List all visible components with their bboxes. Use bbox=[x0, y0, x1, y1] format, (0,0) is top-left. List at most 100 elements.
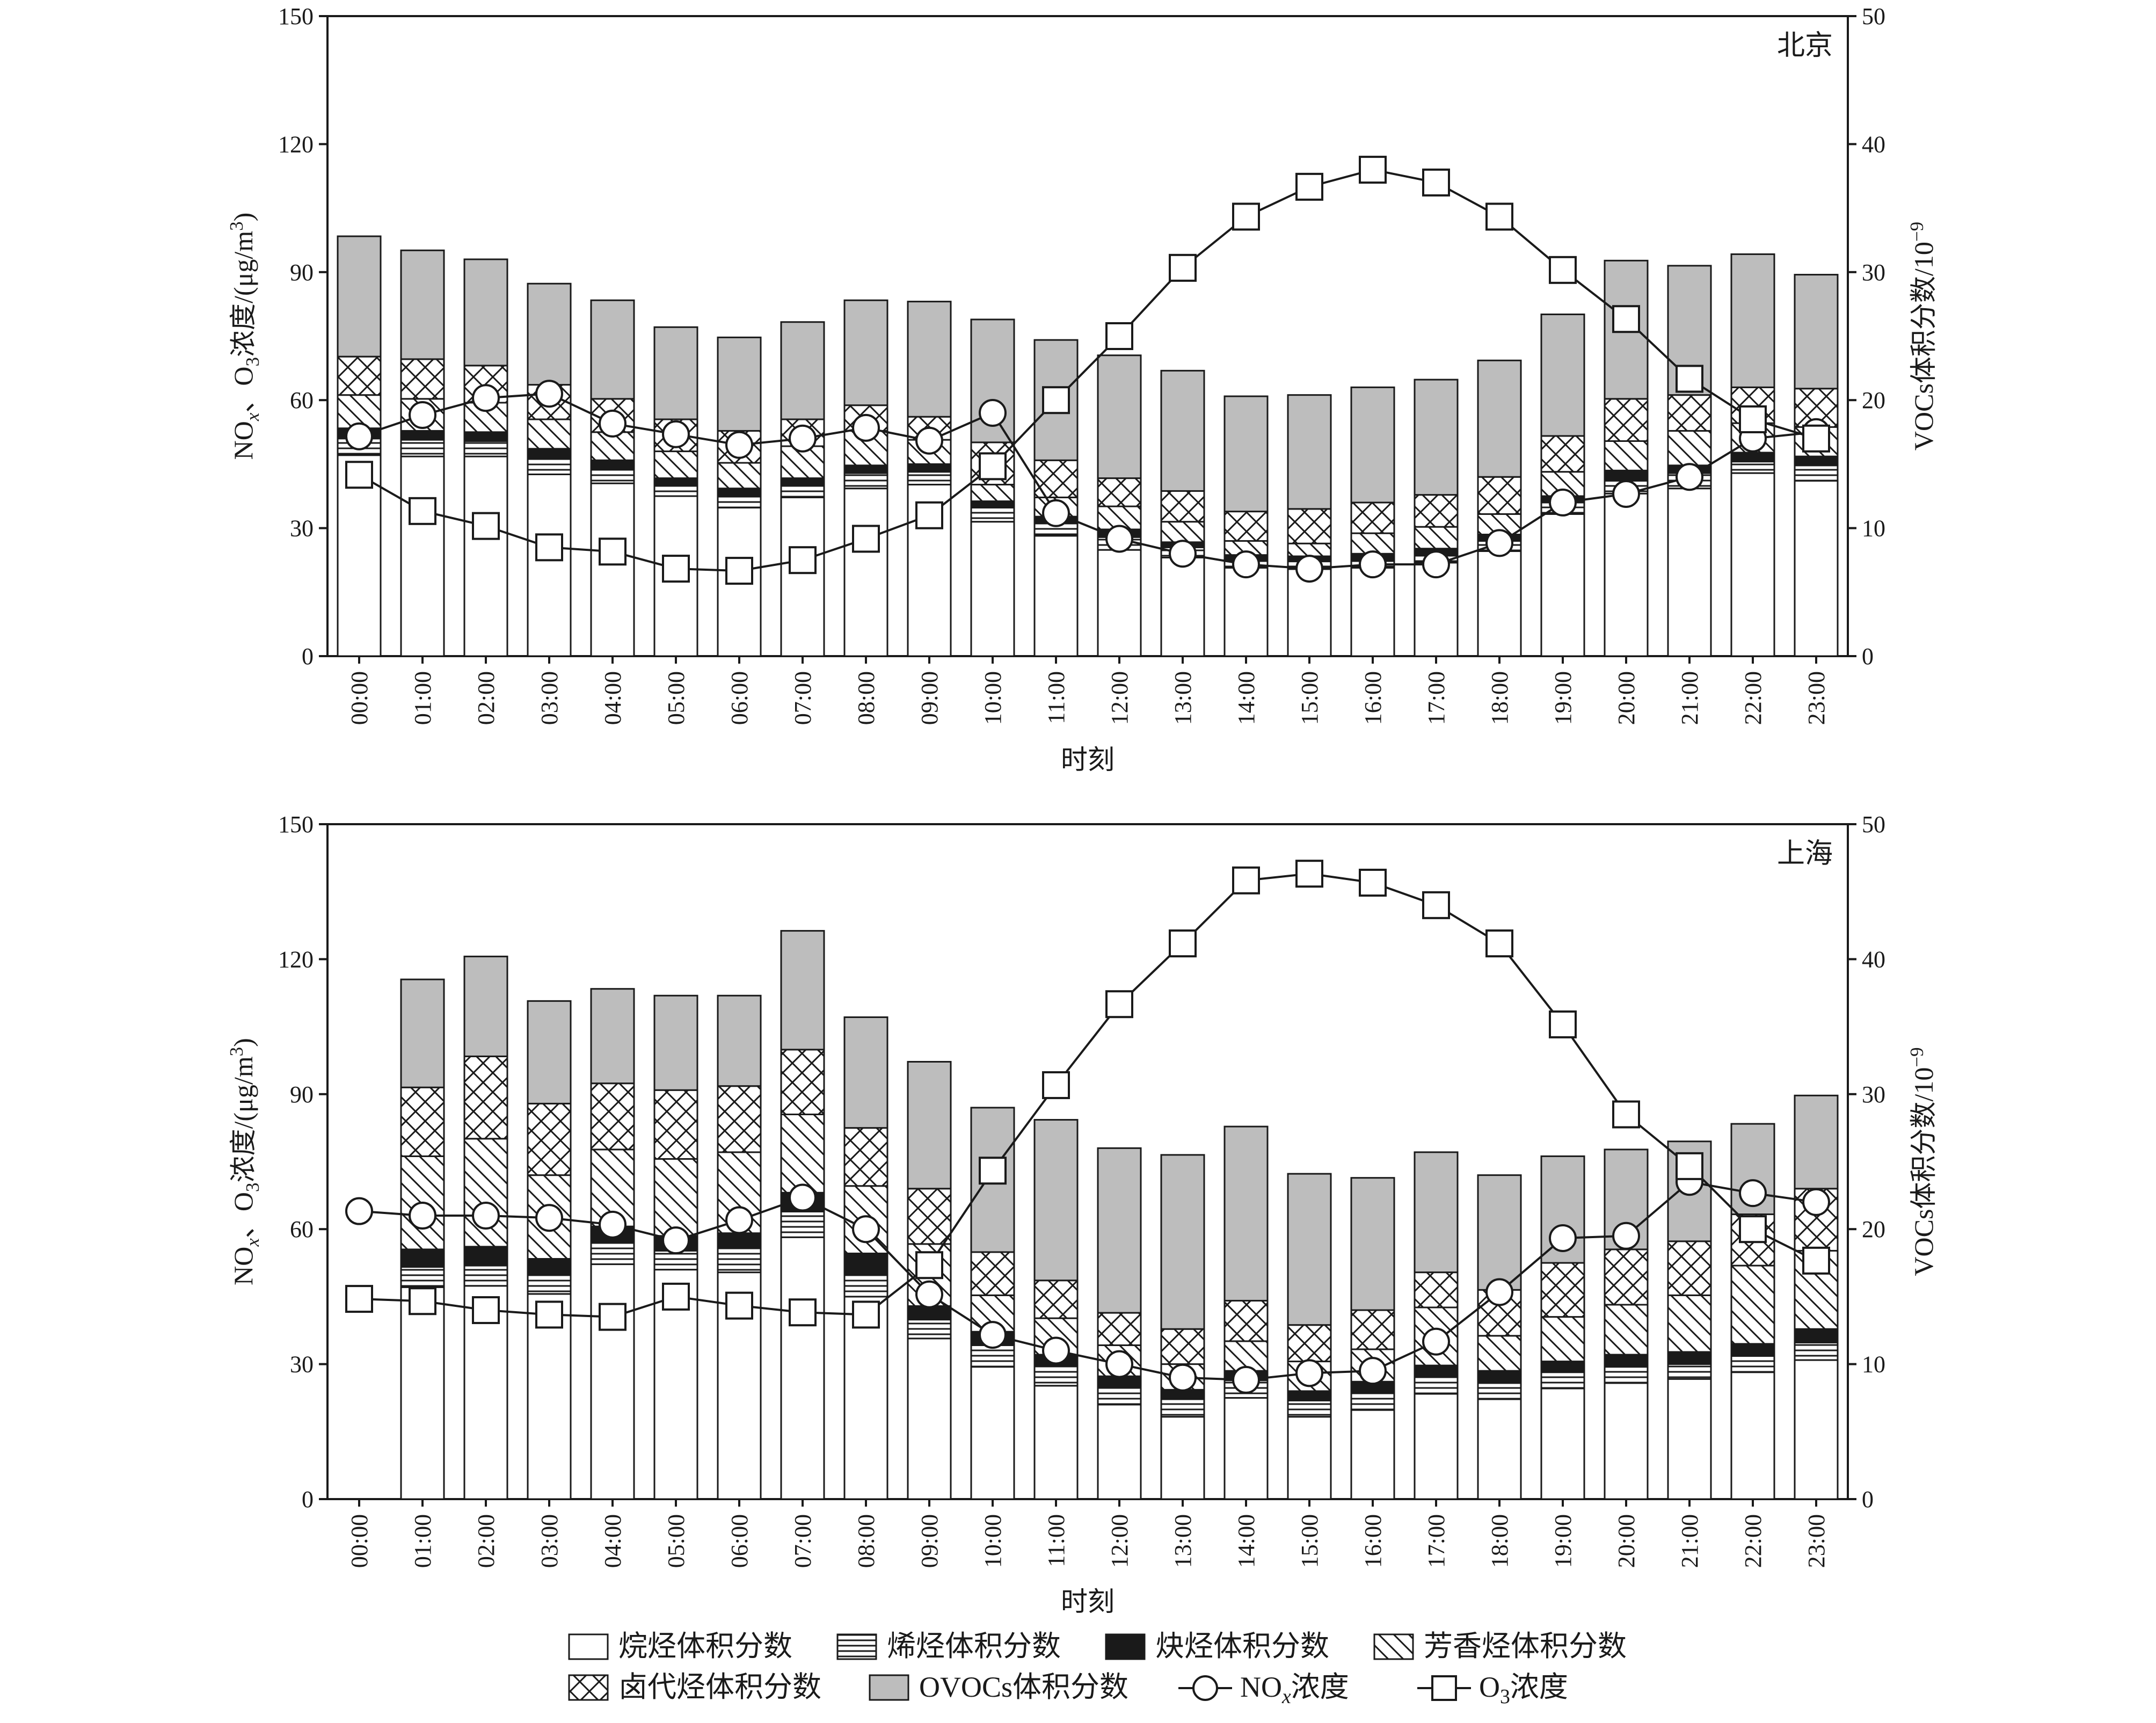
x-tick-label: 18:00 bbox=[1487, 671, 1513, 725]
line-o3 bbox=[359, 169, 1817, 572]
point-o3 bbox=[1042, 386, 1070, 415]
legend-label-aromatic: 芳香烃体积分数 bbox=[1424, 1630, 1627, 1662]
point-nox bbox=[1612, 1222, 1640, 1250]
bar-segment-alkene bbox=[1477, 1382, 1522, 1400]
x-tick-label: 17:00 bbox=[1423, 671, 1450, 725]
bar-segment-alkane bbox=[1287, 568, 1332, 657]
bar-segment-alkene bbox=[1097, 1386, 1142, 1406]
bar-segment-ovoc bbox=[527, 282, 572, 386]
bar-segment-alkyne bbox=[843, 1252, 888, 1275]
x-tick-label: 01:00 bbox=[410, 671, 436, 725]
point-nox bbox=[1105, 1350, 1133, 1378]
point-nox bbox=[1042, 499, 1070, 527]
right-tick-label: 10 bbox=[1862, 515, 1885, 542]
point-o3 bbox=[1485, 929, 1513, 958]
point-nox bbox=[409, 1202, 436, 1230]
bar-segment-alkyne bbox=[590, 459, 635, 470]
point-nox bbox=[789, 424, 817, 453]
bar-segment-alkene bbox=[463, 440, 508, 457]
x-tick-label: 00:00 bbox=[346, 1514, 373, 1568]
bar-segment-alkene bbox=[1414, 1375, 1459, 1395]
line-nox bbox=[359, 1181, 1817, 1381]
legend-label-o3: O3浓度 bbox=[1479, 1671, 1568, 1708]
point-o3 bbox=[915, 1251, 943, 1279]
bar-segment-alkene bbox=[1604, 1366, 1649, 1384]
bar-segment-halo bbox=[1287, 1324, 1332, 1363]
point-o3 bbox=[852, 1300, 880, 1329]
point-nox bbox=[1676, 463, 1703, 491]
point-o3 bbox=[535, 1300, 563, 1329]
legend-swatch-alkene bbox=[836, 1633, 877, 1660]
point-o3 bbox=[409, 1287, 436, 1315]
x-tick-label: 01:00 bbox=[410, 1514, 436, 1568]
bar-segment-alkene bbox=[400, 1266, 445, 1288]
bar-segment-alkyne bbox=[717, 488, 762, 497]
bar-segment-halo bbox=[1097, 1312, 1142, 1346]
bar-segment-ovoc bbox=[717, 994, 762, 1087]
point-o3 bbox=[1676, 365, 1703, 393]
bar-segment-alkane bbox=[1223, 567, 1269, 657]
x-tick-label: 08:00 bbox=[853, 1514, 879, 1568]
point-nox bbox=[662, 1226, 690, 1255]
point-o3 bbox=[1549, 256, 1577, 284]
bar-segment-halo bbox=[1667, 1240, 1712, 1296]
point-o3 bbox=[1422, 168, 1450, 197]
bar-segment-alkene bbox=[1794, 464, 1839, 482]
legend-swatch-alkyne bbox=[1105, 1633, 1146, 1660]
right-tick-label: 40 bbox=[1862, 946, 1885, 972]
bar-segment-alkane bbox=[1287, 1416, 1332, 1500]
point-nox bbox=[979, 1321, 1007, 1349]
bar-segment-ovoc bbox=[843, 1016, 888, 1129]
x-axis-title: 时刻 bbox=[1061, 745, 1115, 775]
right-tick-label: 20 bbox=[1862, 387, 1885, 413]
bar-segment-alkane bbox=[1350, 1409, 1395, 1500]
legend-marker-nox bbox=[1192, 1675, 1218, 1701]
bar-segment-alkene bbox=[907, 471, 952, 486]
right-tick-label: 0 bbox=[1862, 1486, 1874, 1513]
bar-segment-alkyne bbox=[463, 431, 508, 442]
point-nox bbox=[1105, 525, 1133, 553]
bar-segment-aromatic bbox=[527, 418, 572, 450]
point-nox bbox=[1739, 1179, 1767, 1208]
point-o3 bbox=[789, 1298, 817, 1327]
bar-segment-ovoc bbox=[1033, 1119, 1079, 1282]
bar-segment-aromatic bbox=[1667, 430, 1712, 467]
right-tick-label: 50 bbox=[1862, 3, 1885, 30]
bar-segment-alkene bbox=[1730, 461, 1775, 474]
bar-segment-ovoc bbox=[1160, 1154, 1205, 1330]
point-o3 bbox=[1359, 156, 1387, 184]
bar-segment-halo bbox=[780, 1049, 825, 1116]
line-o3 bbox=[359, 873, 1817, 1318]
bar-segment-ovoc bbox=[1160, 369, 1205, 492]
legend-swatch-aromatic bbox=[1373, 1633, 1414, 1660]
bar-segment-aromatic bbox=[1604, 440, 1649, 471]
point-nox bbox=[852, 413, 880, 442]
x-tick-label: 00:00 bbox=[346, 671, 373, 725]
point-nox bbox=[599, 1210, 627, 1239]
x-tick-label: 17:00 bbox=[1423, 1514, 1450, 1568]
bar-segment-ovoc bbox=[1350, 1177, 1395, 1311]
point-o3 bbox=[599, 1303, 627, 1331]
bar-segment-halo bbox=[1414, 1271, 1459, 1308]
bar-segment-alkyne bbox=[1540, 1361, 1585, 1373]
line-nox bbox=[359, 392, 1817, 570]
x-tick-label: 18:00 bbox=[1487, 1514, 1513, 1568]
bar-segment-ovoc bbox=[1350, 386, 1395, 504]
bar-segment-ovoc bbox=[1287, 394, 1332, 510]
x-tick-label: 06:00 bbox=[726, 671, 753, 725]
point-nox bbox=[979, 399, 1007, 427]
bar-segment-alkene bbox=[843, 472, 888, 490]
bar-segment-alkene bbox=[780, 485, 825, 498]
point-o3 bbox=[1042, 1071, 1070, 1100]
point-nox bbox=[1042, 1336, 1070, 1365]
bar-segment-alkane bbox=[1477, 550, 1522, 657]
x-tick-label: 20:00 bbox=[1613, 1514, 1640, 1568]
bar-segment-halo bbox=[1160, 1328, 1205, 1365]
bar-segment-ovoc bbox=[653, 994, 698, 1091]
x-tick-label: 05:00 bbox=[663, 1514, 689, 1568]
bar-segment-alkane bbox=[1033, 535, 1079, 657]
bar-segment-alkane bbox=[1604, 1382, 1649, 1500]
bar-segment-alkane bbox=[780, 1236, 825, 1500]
point-nox bbox=[472, 384, 500, 412]
bar-segment-aromatic bbox=[1730, 1264, 1775, 1345]
